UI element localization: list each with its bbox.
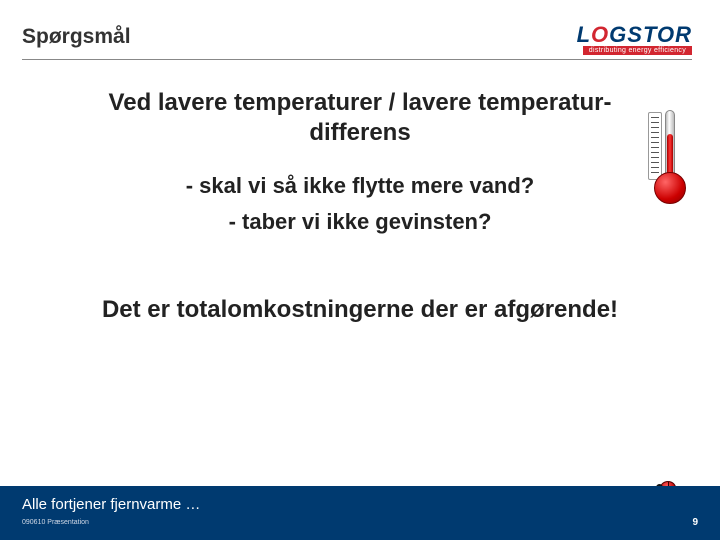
slide-content: Ved lavere temperaturer / lavere tempera… xyxy=(0,60,720,325)
content-bullet-2: - taber vi ikke gevinsten? xyxy=(40,206,680,238)
content-conclusion: Det er totalomkostningerne der er afgøre… xyxy=(40,294,680,325)
logo-part: GSTOR xyxy=(609,22,692,47)
footer-copyright: 090610 Præsentation xyxy=(22,519,89,526)
logo-wordmark: LOGSTOR xyxy=(577,22,692,48)
footer-tagline: Alle fortjener fjernvarme … xyxy=(0,486,720,515)
thermometer-icon xyxy=(644,110,688,208)
logo-tagline: distributing energy efficiency xyxy=(583,46,692,55)
slide-title: Spørgsmål xyxy=(22,25,131,55)
content-heading: Ved lavere temperaturer / lavere tempera… xyxy=(40,88,680,148)
logo-part: L xyxy=(577,22,591,47)
slide-header: Spørgsmål LOGSTOR distributing energy ef… xyxy=(0,0,720,55)
slide-footer: Alle fortjener fjernvarme … 090610 Præse… xyxy=(0,486,720,540)
content-bullet-1: - skal vi så ikke flytte mere vand? xyxy=(40,170,680,202)
page-number: 9 xyxy=(692,517,698,528)
logo-part-o: O xyxy=(591,22,609,47)
logo: LOGSTOR distributing energy efficiency xyxy=(577,22,692,55)
